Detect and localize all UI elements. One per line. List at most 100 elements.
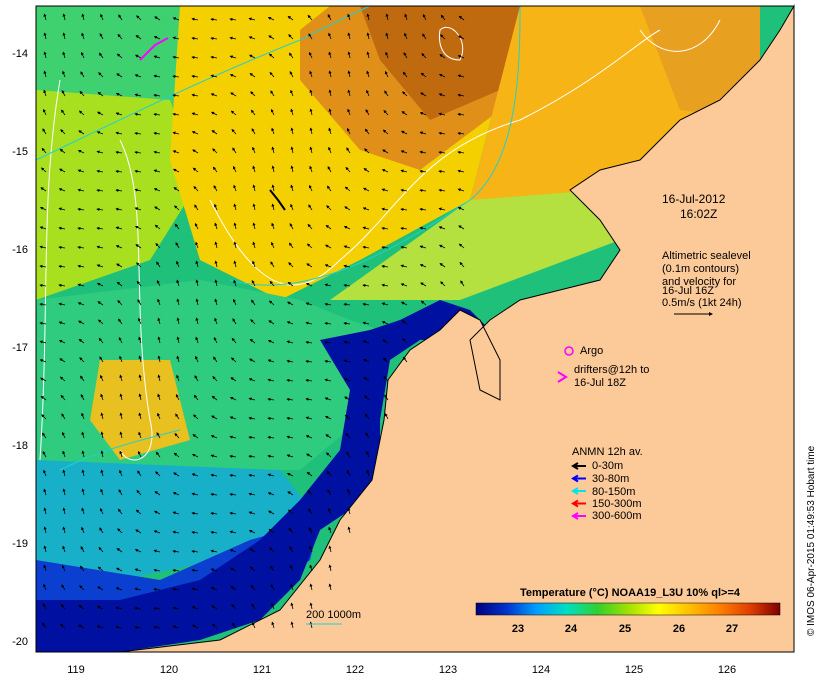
velocity-arrow <box>193 185 199 192</box>
velocity-arrow <box>115 112 123 116</box>
velocity-arrow <box>39 283 47 288</box>
velocity-arrow <box>346 451 351 458</box>
velocity-arrow <box>250 91 256 97</box>
lon-tick: 119 <box>67 664 85 676</box>
velocity-arrow <box>229 435 237 439</box>
colorbar-tick: 23 <box>511 623 525 635</box>
velocity-arrow <box>119 355 123 363</box>
velocity-arrow <box>134 131 142 136</box>
velocity-arrow <box>212 376 218 382</box>
velocity-arrow <box>115 150 123 154</box>
velocity-arrow <box>77 226 85 231</box>
velocity-arrow <box>343 245 351 249</box>
velocity-arrow <box>362 340 370 344</box>
velocity-arrow <box>195 355 199 363</box>
velocity-arrow <box>343 283 351 287</box>
velocity-arrow <box>305 435 313 439</box>
velocity-arrow <box>249 54 256 59</box>
velocity-arrow <box>191 453 199 458</box>
velocity-arrow <box>344 186 351 192</box>
velocity-arrow <box>42 622 47 629</box>
velocity-arrow <box>457 188 465 192</box>
velocity-arrow <box>211 623 218 629</box>
velocity-arrow <box>347 507 351 515</box>
velocity-arrow <box>157 355 161 363</box>
velocity-arrow <box>269 547 275 553</box>
velocity-arrow <box>214 241 218 249</box>
velocity-arrow <box>364 148 370 154</box>
velocity-arrow <box>385 51 389 59</box>
velocity-arrow <box>176 374 180 382</box>
velocity-arrow <box>81 412 85 420</box>
velocity-arrow <box>138 431 142 439</box>
anmn-legend-arrowhead <box>571 499 579 508</box>
velocity-arrow <box>138 317 142 325</box>
velocity-arrow <box>402 91 408 97</box>
velocity-arrow <box>39 226 47 230</box>
velocity-arrow <box>195 317 199 325</box>
velocity-arrow <box>39 302 47 307</box>
velocity-arrow <box>248 378 256 382</box>
velocity-arrow <box>327 166 332 173</box>
velocity-arrow <box>324 264 332 268</box>
velocity-arrow <box>116 548 123 553</box>
velocity-arrow <box>39 340 47 344</box>
velocity-arrow <box>119 450 123 458</box>
velocity-arrow <box>81 13 85 21</box>
velocity-arrow <box>43 469 47 477</box>
velocity-arrow <box>267 492 275 496</box>
velocity-arrow <box>153 112 161 117</box>
velocity-arrow <box>118 336 123 344</box>
velocity-arrow <box>271 165 275 173</box>
velocity-arrow <box>194 204 199 211</box>
velocity-arrow <box>229 55 237 59</box>
velocity-arrow <box>327 14 332 21</box>
velocity-arrow <box>154 16 161 21</box>
velocity-arrow <box>458 15 465 21</box>
velocity-arrow <box>157 298 161 306</box>
velocity-arrow <box>81 51 85 59</box>
velocity-arrow <box>271 621 275 629</box>
velocity-arrow <box>252 146 256 154</box>
velocity-arrow <box>43 564 47 572</box>
velocity-arrow <box>176 260 180 268</box>
altimetry-note-line: and velocity for <box>662 276 736 288</box>
velocity-arrow <box>80 546 85 553</box>
velocity-arrow <box>233 184 237 192</box>
velocity-arrow <box>290 203 294 211</box>
velocity-arrow <box>117 508 123 515</box>
velocity-arrow <box>172 511 180 515</box>
velocity-arrow <box>98 337 104 344</box>
velocity-arrow <box>61 584 66 591</box>
velocity-arrow <box>231 622 237 629</box>
velocity-arrow <box>400 226 408 231</box>
anmn-legend-label: 80-150m <box>592 486 636 498</box>
velocity-arrow <box>288 52 294 59</box>
velocity-arrow <box>116 53 123 59</box>
velocity-arrow <box>136 15 142 21</box>
velocity-arrow <box>97 91 104 97</box>
velocity-arrow <box>172 17 180 21</box>
coastal-shelf-water <box>36 300 500 652</box>
velocity-arrow <box>81 450 85 458</box>
colorbar-tick: 25 <box>618 623 632 635</box>
velocity-arrow <box>286 340 294 344</box>
velocity-arrow <box>172 93 180 98</box>
velocity-arrow <box>438 226 446 230</box>
velocity-arrow <box>248 454 256 459</box>
plot-frame <box>35 5 795 653</box>
velocity-arrow <box>100 13 104 21</box>
velocity-arrow <box>309 621 313 629</box>
velocity-arrow <box>212 148 218 154</box>
velocity-arrow <box>286 397 294 402</box>
velocity-arrow <box>41 432 47 439</box>
velocity-arrow <box>290 621 294 629</box>
velocity-arrow <box>326 205 332 211</box>
velocity-arrow <box>40 377 47 382</box>
velocity-arrow <box>248 36 256 40</box>
velocity-arrow <box>195 336 199 344</box>
velocity-arrow <box>328 583 332 591</box>
velocity-arrow <box>384 412 389 420</box>
velocity-arrow <box>381 226 389 231</box>
velocity-arrow <box>81 469 85 477</box>
